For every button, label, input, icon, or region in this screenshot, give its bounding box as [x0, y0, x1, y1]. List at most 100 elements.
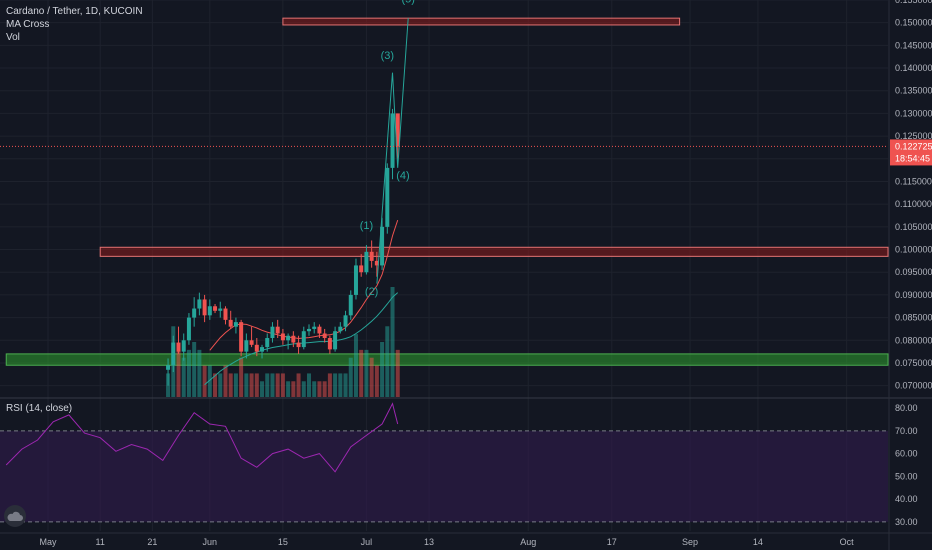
candle-body	[186, 317, 191, 341]
volume-bar	[223, 365, 228, 397]
candle-body	[254, 344, 259, 352]
ma-slow-line	[204, 292, 399, 386]
candle-body	[359, 265, 364, 273]
time-tick-label: 15	[278, 537, 288, 547]
candle-body	[353, 265, 358, 295]
time-tick-label: Oct	[840, 537, 855, 547]
candle-body	[265, 338, 270, 348]
price-tag-countdown: 18:54:45	[895, 153, 930, 163]
candle-body	[233, 322, 238, 327]
support-zone	[5, 353, 889, 366]
price-tag-value: 0.122725	[895, 141, 932, 151]
rsi-band	[0, 430, 888, 522]
candle-body	[296, 342, 301, 348]
candle-body	[207, 306, 212, 316]
volume-bar	[374, 365, 379, 397]
rsi-line	[5, 402, 399, 473]
time-tick-label: Jun	[203, 537, 218, 547]
volume-bar	[380, 342, 385, 397]
rsi-pane	[0, 397, 932, 523]
candle-body	[343, 315, 348, 327]
price-tag	[890, 139, 932, 166]
volume-bar	[181, 357, 186, 397]
time-tick-label: Jul	[361, 537, 373, 547]
volume-bar	[233, 373, 238, 397]
volume-bar	[338, 373, 343, 397]
candlesticks	[166, 108, 400, 386]
candle-body	[218, 308, 223, 311]
price-tick-label: 0.135000	[895, 86, 932, 96]
candle-body	[307, 328, 311, 332]
volume-bar	[359, 349, 364, 397]
candle-body	[270, 326, 275, 339]
volume-bar	[364, 349, 369, 397]
candle-body	[322, 333, 327, 339]
candle-body	[197, 299, 202, 309]
volume-bar	[312, 381, 317, 397]
candle-body	[280, 333, 285, 341]
candle-body	[301, 331, 306, 348]
time-tick-label: 17	[607, 537, 617, 547]
candle-body	[244, 340, 249, 352]
volume-bar	[228, 373, 233, 397]
zone-rectangles	[5, 17, 889, 366]
rsi-title[interactable]: RSI (14, close)	[6, 403, 73, 414]
volume-bar	[275, 373, 280, 397]
candle-body	[260, 347, 265, 352]
wave-label: (5)	[401, 0, 414, 5]
candle-body	[333, 331, 338, 350]
volume-bar	[192, 342, 197, 397]
indicator-vol[interactable]: Vol	[6, 32, 20, 43]
candle-body	[228, 319, 233, 327]
price-tick-label: 0.115000	[895, 176, 932, 186]
chart-legend: Cardano / Tether, 1D, KUCOIN MA Cross Vo…	[6, 5, 143, 44]
resistance-zone	[282, 17, 681, 26]
cloud-icon	[7, 511, 23, 521]
candle-body	[213, 306, 218, 311]
candle-body	[166, 365, 171, 370]
price-tick-label: 0.070000	[895, 381, 932, 391]
candle-body	[312, 326, 317, 329]
indicator-ma-cross[interactable]: MA Cross	[6, 19, 50, 30]
time-tick-label: 11	[96, 537, 105, 547]
tradingview-logo[interactable]	[4, 505, 26, 527]
volume-bar	[254, 373, 259, 397]
volume-bar	[348, 357, 353, 397]
volume-bar	[265, 373, 270, 397]
candle-body	[171, 342, 176, 366]
wave-line	[376, 18, 409, 284]
rsi-tick-label: 80.00	[895, 403, 918, 413]
volume-bar	[343, 373, 348, 397]
volume-bar	[291, 381, 296, 397]
volume-bar	[390, 287, 395, 397]
volume-bar	[244, 373, 249, 397]
volume-bar	[270, 373, 275, 397]
volume-bar	[249, 373, 254, 397]
candle-body	[202, 299, 207, 316]
price-tick-label: 0.075000	[895, 358, 932, 368]
volume-bar	[213, 373, 218, 397]
volume-bar	[307, 373, 311, 397]
elliott-wave-drawing: (1) (2) (3) (4) (5)	[0, 0, 888, 298]
volume-bar	[296, 373, 301, 397]
candle-body	[385, 167, 390, 227]
time-tick-label: Aug	[520, 537, 536, 547]
volume-bar	[385, 326, 390, 397]
resistance-zone	[99, 246, 889, 257]
price-tick-label: 0.105000	[895, 222, 932, 232]
time-tick-label: 21	[147, 537, 157, 547]
price-tick-label: 0.080000	[895, 335, 932, 345]
time-tick-label: May	[39, 537, 57, 547]
candle-body	[223, 308, 228, 320]
rsi-tick-label: 50.00	[895, 471, 918, 481]
price-tick-label: 0.140000	[895, 63, 932, 73]
candle-body	[192, 308, 197, 318]
symbol-title[interactable]: Cardano / Tether, 1D, KUCOIN	[6, 6, 143, 17]
candle-body	[291, 335, 296, 343]
time-tick-label: 14	[753, 537, 763, 547]
volume-bar	[369, 357, 374, 397]
volume-bar	[301, 381, 306, 397]
candle-body	[338, 326, 343, 332]
